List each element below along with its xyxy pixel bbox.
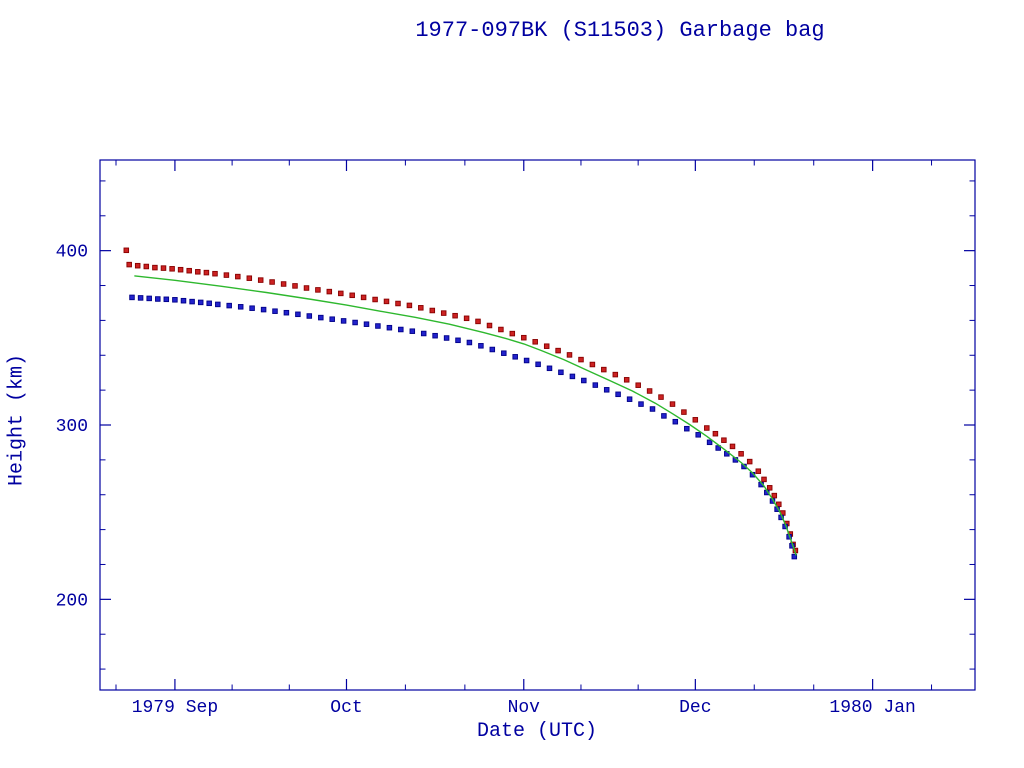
x-tick-label: 1979 Sep — [132, 698, 218, 718]
axis-ticks — [100, 160, 975, 690]
tick-labels: 1979 Sep Oct Nov Dec 1980 Jan 200 300 400 — [56, 243, 916, 718]
y-tick-label: 300 — [56, 417, 88, 437]
x-tick-label: Nov — [508, 698, 541, 718]
y-tick-label: 400 — [56, 243, 88, 263]
perigee-height-points — [129, 294, 798, 560]
apogee-height-points — [123, 247, 799, 554]
x-tick-label: Oct — [330, 698, 362, 718]
x-axis-label: Date (UTC) — [476, 720, 598, 743]
chart-title: 1977-097BK (S11503) Garbage bag — [415, 18, 825, 43]
y-tick-label: 200 — [56, 591, 88, 611]
x-tick-label: 1980 Jan — [829, 698, 915, 718]
plot-frame — [99, 159, 976, 691]
x-tick-label: Dec — [679, 698, 711, 718]
mean-height-fit-line — [134, 275, 797, 556]
